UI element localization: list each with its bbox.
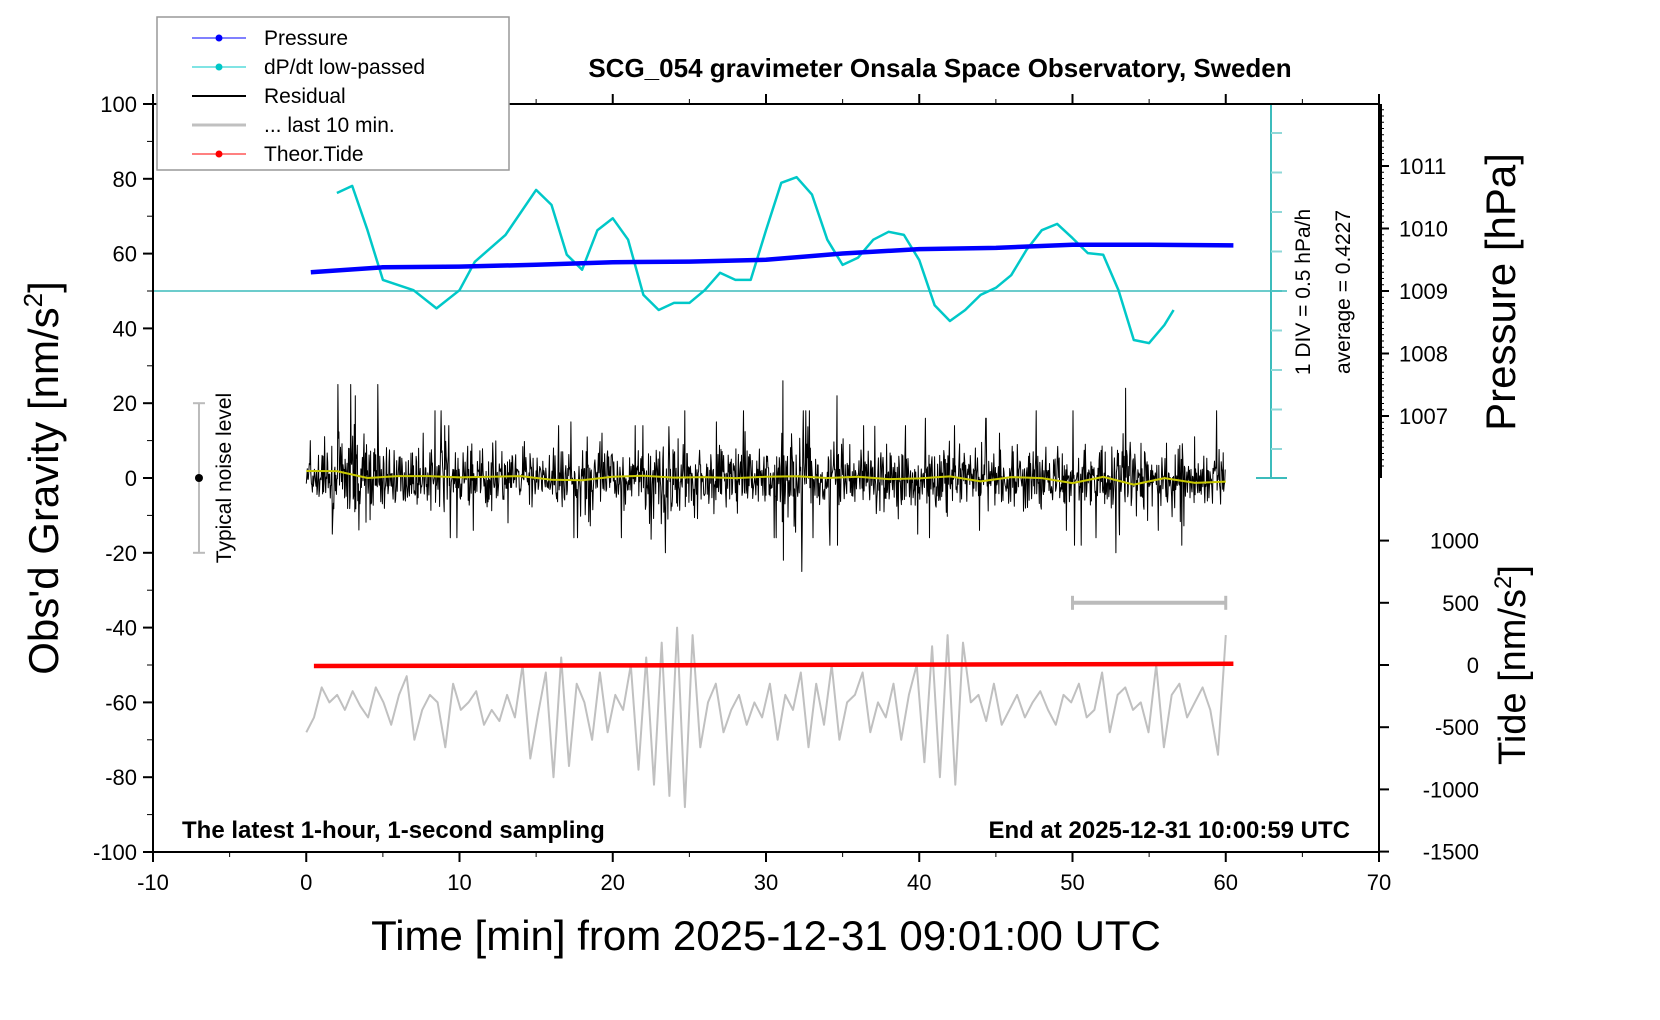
x-tick-label: 20: [601, 870, 625, 895]
series-theor-tide: [313, 661, 1234, 669]
legend-marker: [215, 63, 223, 71]
tide-tick-label: 500: [1442, 591, 1479, 616]
legend-label: Theor.Tide: [264, 143, 364, 166]
tide-tick-label: -500: [1435, 715, 1479, 740]
y-left-tick-label: 0: [125, 466, 137, 491]
pressure-tick-label: 1007: [1399, 404, 1448, 429]
legend-box: [156, 16, 510, 171]
pressure-tick-label: 1008: [1399, 342, 1448, 367]
pressure-tick-label: 1011: [1399, 154, 1446, 179]
x-axis-label: Time [min] from 2025-12-31 09:01:00 UTC: [371, 912, 1161, 959]
y-left-tick-label: -100: [93, 840, 137, 865]
legend-label: Residual: [264, 85, 346, 108]
pressure-axis-label: Pressure [hPa]: [1477, 153, 1524, 431]
y-left-tick-label: 80: [113, 167, 137, 192]
y-left-tick-label: -20: [105, 541, 137, 566]
x-tick-label: 0: [300, 870, 312, 895]
tide-axis-label: Tide [nm/s2]: [1490, 565, 1534, 765]
legend: Pressure dP/dt low-passed Residual ... last…: [156, 16, 510, 171]
series-residual-smoothed: [306, 470, 1226, 486]
pressure-tick-label: 1009: [1399, 279, 1448, 304]
series-pressure: [310, 242, 1234, 275]
x-tick-label: 40: [907, 870, 931, 895]
x-tick-label: 60: [1214, 870, 1238, 895]
x-tick-label: 50: [1060, 870, 1084, 895]
y-left-tick-label: -60: [105, 690, 137, 715]
y-left-tick-label: 60: [113, 242, 137, 267]
tide-tick-label: -1000: [1423, 777, 1479, 802]
tide-tick-label: -1500: [1423, 840, 1479, 865]
x-tick-label: 10: [447, 870, 471, 895]
noise-level-label: Typical noise level: [213, 393, 236, 563]
series-dpdt: [336, 175, 1175, 345]
y-left-tick-label: 40: [113, 316, 137, 341]
y-left-tick-label: -40: [105, 616, 137, 641]
legend-label: dP/dt low-passed: [264, 56, 425, 79]
x-tick-label: 30: [754, 870, 778, 895]
y-left-tick-label: 100: [100, 92, 137, 117]
dpdt-scale-label: 1 DIV = 0.5 hPa/h: [1292, 209, 1315, 375]
legend-marker: [215, 34, 223, 42]
axes: -10 0 10 20 30 40 50 60 70100806040200-20-40-60-…: [93, 92, 1479, 895]
legend-label: ... last 10 min.: [264, 114, 395, 137]
plot-area: [153, 103, 1287, 809]
noise-level-dot: [194, 474, 203, 482]
legend-marker: [215, 150, 223, 158]
annotation-bottom-left: The latest 1-hour, 1-second sampling: [182, 817, 605, 844]
chart-title: SCG_054 gravimeter Onsala Space Observat…: [588, 53, 1291, 83]
x-tick-label: -10: [137, 870, 169, 895]
y-left-tick-label: 20: [113, 391, 137, 416]
series-last-10-min: [305, 626, 1227, 809]
dpdt-average-label: average = 0.4227: [1332, 210, 1355, 374]
y-left-tick-label: -80: [105, 765, 137, 790]
series-residual: [305, 380, 1226, 572]
annotation-bottom-right: End at 2025-12-31 10:00:59 UTC: [989, 817, 1351, 844]
legend-label: Pressure: [264, 27, 348, 50]
pressure-tick-label: 1010: [1399, 217, 1448, 242]
x-tick-label: 70: [1367, 870, 1391, 895]
tide-tick-label: 1000: [1430, 529, 1479, 554]
y-axis-left-label: Obs'd Gravity [nm/s2]: [18, 281, 67, 675]
tide-tick-label: 0: [1467, 653, 1479, 678]
